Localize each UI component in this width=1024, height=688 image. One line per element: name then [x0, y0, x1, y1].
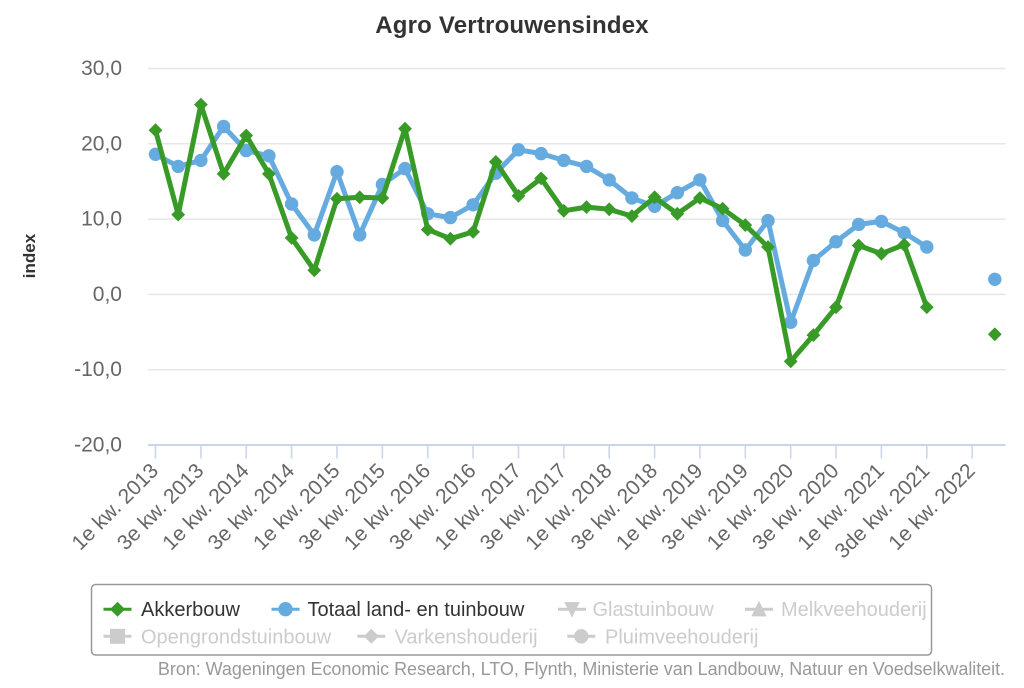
svg-text:Totaal land- en tuinbouw: Totaal land- en tuinbouw: [308, 599, 525, 621]
svg-text:10,0: 10,0: [81, 208, 122, 231]
svg-text:Glastuinbouw: Glastuinbouw: [593, 599, 715, 621]
svg-text:index: index: [20, 233, 39, 278]
svg-text:-20,0: -20,0: [74, 434, 122, 457]
svg-text:-10,0: -10,0: [74, 358, 122, 381]
svg-text:Akkerbouw: Akkerbouw: [141, 599, 240, 621]
svg-text:Opengrondstuinbouw: Opengrondstuinbouw: [141, 626, 332, 648]
svg-text:Bron: Wageningen Economic Rese: Bron: Wageningen Economic Research, LTO,…: [158, 659, 1005, 679]
svg-text:Pluimveehouderij: Pluimveehouderij: [605, 626, 758, 648]
svg-text:Varkenshouderij: Varkenshouderij: [395, 626, 538, 648]
svg-text:20,0: 20,0: [81, 132, 122, 155]
svg-text:0,0: 0,0: [93, 283, 122, 306]
svg-text:30,0: 30,0: [81, 57, 122, 80]
svg-text:Melkveehouderij: Melkveehouderij: [781, 599, 927, 621]
svg-text:Agro Vertrouwensindex: Agro Vertrouwensindex: [375, 12, 649, 39]
